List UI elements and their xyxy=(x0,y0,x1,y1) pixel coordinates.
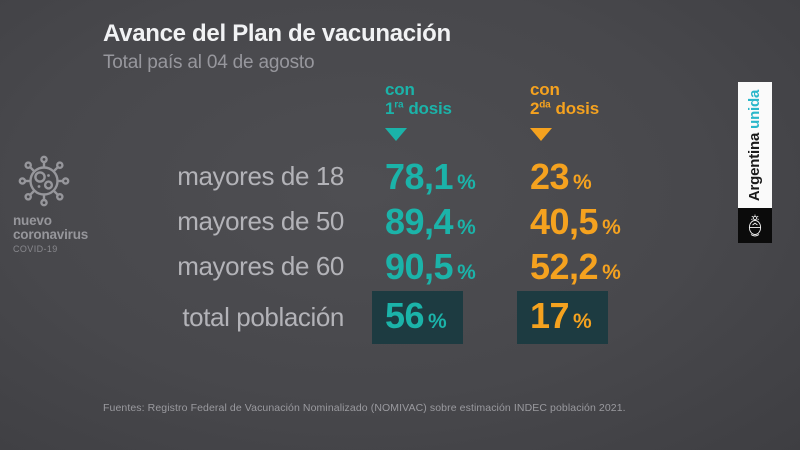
vaccination-table: con 1ra dosis con 2da dosis mayores de 18 … xyxy=(100,78,651,345)
dose1-arrow-down-icon xyxy=(385,128,407,142)
dose1-value-mayores-60: 90,5% xyxy=(385,245,476,287)
covid-badge-name: nuevo coronavirus xyxy=(13,213,89,243)
dose1-header-line1: con xyxy=(385,80,415,99)
dose2-value-mayores-60: 52,2% xyxy=(530,245,621,287)
dose1-value-mayores-18: 78,1% xyxy=(385,155,476,197)
page-subtitle: Total país al 04 de agosto xyxy=(103,52,315,73)
argentina-unida-label: Argentinaunida xyxy=(746,89,764,201)
header-spacer xyxy=(100,78,348,154)
dose1-header-line2: 1ra dosis xyxy=(385,99,452,119)
row-label-mayores-18: mayores de 18 xyxy=(177,161,344,191)
column-header-dose2: con 2da dosis xyxy=(496,78,651,154)
dose2-value-mayores-50: 40,5% xyxy=(530,200,621,242)
covid-badge-subtitle: COVID-19 xyxy=(13,244,58,255)
dose2-header-line2: 2da dosis xyxy=(530,99,599,119)
page-title: Avance del Plan de vacunación xyxy=(103,20,451,47)
argentina-coat-of-arms xyxy=(738,208,772,243)
coat-of-arms-icon xyxy=(748,214,762,236)
column-header-dose1: con 1ra dosis xyxy=(348,78,496,154)
row-label-mayores-50: mayores de 50 xyxy=(177,206,344,236)
dose1-value-mayores-50: 89,4% xyxy=(385,200,476,242)
row-label-mayores-60: mayores de 60 xyxy=(177,251,344,281)
row-label-total-poblacion: total población xyxy=(182,301,344,332)
covid-badge: nuevo coronavirus COVID-19 xyxy=(13,152,97,254)
dose2-arrow-down-icon xyxy=(530,128,552,142)
dose2-value-total-poblacion: 17% xyxy=(496,289,651,345)
coronavirus-icon xyxy=(18,155,70,207)
dose1-value-total-poblacion: 56% xyxy=(348,289,496,345)
dose2-header-line1: con xyxy=(530,80,560,99)
source-note: Fuentes: Registro Federal de Vacunación … xyxy=(103,402,626,414)
argentina-unida-banner: Argentinaunida xyxy=(738,82,772,208)
dose2-value-mayores-18: 23% xyxy=(530,155,592,197)
